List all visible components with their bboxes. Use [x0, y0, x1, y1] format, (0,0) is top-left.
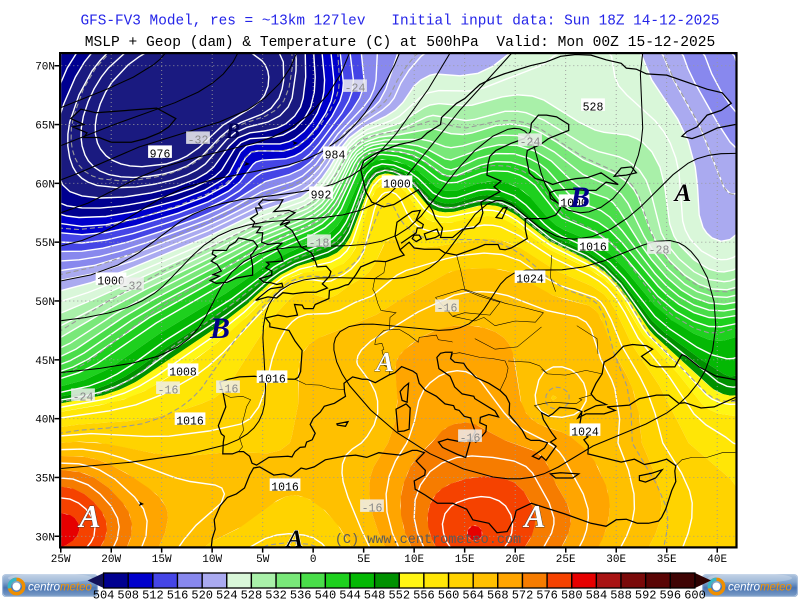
svg-text:GFS-FV3 Model, res = ~13km 127: GFS-FV3 Model, res = ~13km 127lev Initia…	[80, 14, 719, 30]
svg-text:-32: -32	[122, 281, 143, 294]
svg-text:572: 572	[512, 589, 534, 600]
svg-text:55N: 55N	[35, 238, 55, 250]
svg-text:516: 516	[167, 589, 189, 600]
svg-text:564: 564	[462, 589, 484, 600]
svg-text:B: B	[225, 118, 241, 143]
svg-text:10W: 10W	[202, 554, 222, 566]
svg-text:520: 520	[191, 589, 213, 600]
svg-text:15E: 15E	[455, 554, 475, 566]
svg-text:35E: 35E	[657, 554, 677, 566]
svg-text:40E: 40E	[707, 554, 727, 566]
svg-text:1016: 1016	[176, 416, 204, 429]
svg-text:B: B	[209, 312, 230, 345]
svg-text:A: A	[77, 498, 100, 534]
svg-text:A: A	[522, 498, 545, 534]
svg-text:-18: -18	[309, 238, 330, 251]
svg-text:556: 556	[413, 589, 435, 600]
svg-text:10E: 10E	[404, 554, 424, 566]
svg-text:-32: -32	[188, 135, 209, 148]
svg-text:centrometeo: centrometeo	[728, 582, 793, 594]
svg-text:-16: -16	[362, 503, 383, 516]
svg-text:992: 992	[311, 190, 332, 203]
svg-text:552: 552	[388, 589, 410, 600]
svg-text:1000: 1000	[560, 198, 588, 211]
svg-text:588: 588	[610, 589, 632, 600]
svg-text:1024: 1024	[571, 427, 599, 440]
svg-text:548: 548	[364, 589, 386, 600]
svg-text:568: 568	[487, 589, 509, 600]
svg-text:1016: 1016	[271, 482, 299, 495]
svg-text:560: 560	[438, 589, 460, 600]
svg-text:1000: 1000	[383, 179, 411, 192]
svg-text:15W: 15W	[152, 554, 172, 566]
svg-text:1024: 1024	[516, 274, 544, 287]
svg-text:50N: 50N	[35, 297, 55, 309]
svg-text:580: 580	[561, 589, 583, 600]
svg-text:1016: 1016	[579, 242, 607, 255]
svg-text:25E: 25E	[556, 554, 576, 566]
svg-text:5W: 5W	[256, 554, 270, 566]
svg-text:596: 596	[659, 589, 681, 600]
svg-text:40N: 40N	[35, 415, 55, 427]
svg-text:20E: 20E	[505, 554, 525, 566]
svg-text:0: 0	[310, 554, 317, 566]
svg-text:-24: -24	[73, 392, 94, 405]
svg-text:508: 508	[117, 589, 139, 600]
svg-text:592: 592	[635, 589, 657, 600]
svg-text:MSLP + Geop (dam) & Temperatur: MSLP + Geop (dam) & Temperature (C) at 5…	[85, 35, 716, 51]
svg-text:-28: -28	[649, 245, 670, 258]
svg-text:-24: -24	[345, 83, 366, 96]
svg-text:A: A	[374, 347, 394, 377]
svg-text:1000: 1000	[97, 276, 125, 289]
svg-text:536: 536	[290, 589, 312, 600]
svg-text:(C) www.centrometeo.com: (C) www.centrometeo.com	[335, 533, 521, 548]
svg-text:532: 532	[265, 589, 287, 600]
svg-text:528: 528	[583, 102, 604, 115]
svg-text:976: 976	[150, 149, 171, 162]
svg-text:30E: 30E	[606, 554, 626, 566]
svg-text:1008: 1008	[169, 367, 197, 380]
svg-text:B: B	[569, 181, 590, 214]
svg-text:984: 984	[325, 150, 346, 163]
svg-text:70N: 70N	[35, 62, 55, 74]
svg-text:45N: 45N	[35, 356, 55, 368]
svg-text:512: 512	[142, 589, 164, 600]
svg-text:5E: 5E	[357, 554, 371, 566]
svg-text:584: 584	[586, 589, 608, 600]
svg-text:576: 576	[536, 589, 558, 600]
svg-text:-16: -16	[437, 303, 458, 316]
svg-text:20W: 20W	[101, 554, 121, 566]
svg-text:65N: 65N	[35, 121, 55, 133]
svg-text:544: 544	[339, 589, 361, 600]
svg-text:1016: 1016	[258, 374, 286, 387]
svg-text:528: 528	[241, 589, 263, 600]
svg-text:35N: 35N	[35, 473, 55, 485]
svg-text:-24: -24	[520, 137, 541, 150]
svg-text:600: 600	[684, 589, 706, 600]
svg-text:504: 504	[93, 589, 115, 600]
svg-text:centrometeo: centrometeo	[28, 582, 93, 594]
svg-text:A: A	[285, 526, 304, 553]
svg-text:-16: -16	[460, 433, 481, 446]
svg-text:-16: -16	[158, 385, 179, 398]
svg-text:-16: -16	[218, 384, 239, 397]
svg-text:A: A	[673, 180, 692, 207]
svg-text:540: 540	[315, 589, 337, 600]
svg-text:30N: 30N	[35, 532, 55, 544]
svg-text:25W: 25W	[51, 554, 71, 566]
svg-text:524: 524	[216, 589, 238, 600]
svg-text:60N: 60N	[35, 179, 55, 191]
